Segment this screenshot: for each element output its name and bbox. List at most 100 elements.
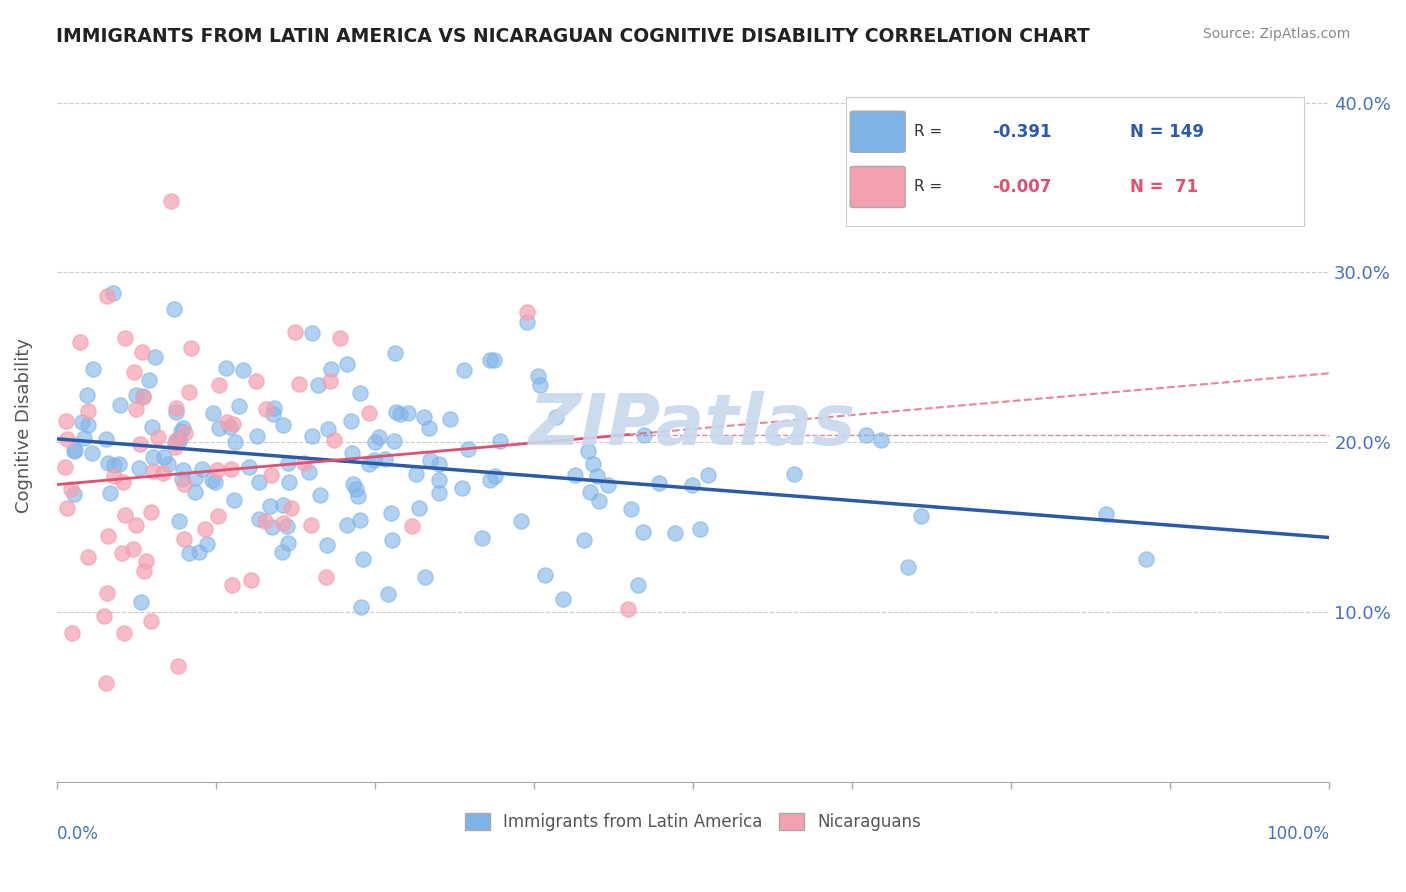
Immigrants from Latin America: [339, 414, 361, 428]
Nicaraguans: [114, 508, 136, 522]
Immigrants from Latin America: [128, 461, 150, 475]
Text: 100.0%: 100.0%: [1267, 825, 1329, 843]
Immigrants from Latin America: [184, 484, 207, 499]
Immigrants from Latin America: [94, 433, 117, 447]
Nicaraguans: [329, 331, 352, 345]
Immigrants from Latin America: [910, 509, 932, 524]
Immigrants from Latin America: [73, 431, 96, 445]
Nicaraguans: [165, 433, 187, 447]
Nicaraguans: [174, 425, 197, 440]
Immigrants from Latin America: [489, 434, 512, 448]
Immigrants from Latin America: [1135, 551, 1157, 566]
Immigrants from Latin America: [63, 486, 86, 500]
Nicaraguans: [401, 518, 423, 533]
Immigrants from Latin America: [627, 578, 650, 592]
Immigrants from Latin America: [70, 415, 93, 429]
Immigrants from Latin America: [222, 493, 245, 508]
Nicaraguans: [299, 517, 322, 532]
Immigrants from Latin America: [855, 427, 877, 442]
Immigrants from Latin America: [450, 481, 472, 495]
Nicaraguans: [139, 505, 162, 519]
Immigrants from Latin America: [388, 407, 411, 421]
Immigrants from Latin America: [527, 368, 550, 383]
Nicaraguans: [60, 482, 83, 496]
Nicaraguans: [166, 659, 188, 673]
Immigrants from Latin America: [315, 538, 337, 552]
Nicaraguans: [359, 406, 381, 420]
Nicaraguans: [221, 578, 243, 592]
Immigrants from Latin America: [382, 434, 405, 448]
Nicaraguans: [129, 437, 152, 451]
Nicaraguans: [135, 554, 157, 568]
Legend: Immigrants from Latin America, Nicaraguans: Immigrants from Latin America, Nicaragua…: [458, 806, 928, 838]
Immigrants from Latin America: [297, 465, 319, 479]
Nicaraguans: [254, 401, 277, 416]
Immigrants from Latin America: [278, 475, 301, 490]
Immigrants from Latin America: [336, 357, 359, 371]
Immigrants from Latin America: [408, 500, 430, 515]
Immigrants from Latin America: [101, 286, 124, 301]
Immigrants from Latin America: [167, 434, 190, 449]
Immigrants from Latin America: [697, 467, 720, 482]
Immigrants from Latin America: [342, 446, 364, 460]
Nicaraguans: [122, 541, 145, 556]
Immigrants from Latin America: [76, 417, 98, 432]
Immigrants from Latin America: [247, 475, 270, 489]
Immigrants from Latin America: [224, 434, 246, 449]
Immigrants from Latin America: [260, 519, 283, 533]
Nicaraguans: [260, 467, 283, 482]
Immigrants from Latin America: [1095, 507, 1118, 521]
Nicaraguans: [208, 378, 231, 392]
Immigrants from Latin America: [143, 350, 166, 364]
Immigrants from Latin America: [301, 429, 323, 443]
Immigrants from Latin America: [152, 450, 174, 464]
Nicaraguans: [152, 466, 174, 480]
Immigrants from Latin America: [262, 407, 284, 421]
Immigrants from Latin America: [364, 434, 387, 449]
Immigrants from Latin America: [195, 536, 218, 550]
Nicaraguans: [94, 676, 117, 690]
Text: 0.0%: 0.0%: [56, 825, 98, 843]
Nicaraguans: [322, 433, 344, 447]
Immigrants from Latin America: [125, 388, 148, 402]
Immigrants from Latin America: [381, 533, 404, 547]
Immigrants from Latin America: [141, 450, 163, 465]
Immigrants from Latin America: [620, 502, 643, 516]
Immigrants from Latin America: [510, 514, 533, 528]
Immigrants from Latin America: [208, 421, 231, 435]
Immigrants from Latin America: [277, 456, 299, 470]
Nicaraguans: [516, 305, 538, 319]
Immigrants from Latin America: [132, 389, 155, 403]
Immigrants from Latin America: [163, 301, 186, 316]
Immigrants from Latin America: [380, 506, 402, 520]
Immigrants from Latin America: [579, 485, 602, 500]
Immigrants from Latin America: [648, 476, 671, 491]
Nicaraguans: [194, 522, 217, 536]
Nicaraguans: [222, 417, 245, 432]
Immigrants from Latin America: [574, 533, 596, 547]
Nicaraguans: [271, 516, 294, 531]
Immigrants from Latin America: [664, 525, 686, 540]
Nicaraguans: [142, 464, 165, 478]
Nicaraguans: [315, 570, 337, 584]
Nicaraguans: [163, 441, 186, 455]
Immigrants from Latin America: [63, 443, 86, 458]
Immigrants from Latin America: [271, 498, 294, 512]
Immigrants from Latin America: [316, 422, 339, 436]
Immigrants from Latin America: [582, 457, 605, 471]
Nicaraguans: [292, 456, 315, 470]
Immigrants from Latin America: [419, 453, 441, 467]
Immigrants from Latin America: [172, 472, 194, 486]
Immigrants from Latin America: [170, 425, 193, 439]
Nicaraguans: [97, 528, 120, 542]
Nicaraguans: [62, 625, 84, 640]
Immigrants from Latin America: [138, 373, 160, 387]
Immigrants from Latin America: [352, 551, 374, 566]
Immigrants from Latin America: [82, 362, 104, 376]
Immigrants from Latin America: [309, 488, 332, 502]
Nicaraguans: [205, 463, 228, 477]
Immigrants from Latin America: [108, 398, 131, 412]
Immigrants from Latin America: [246, 429, 269, 443]
Nicaraguans: [148, 430, 170, 444]
Immigrants from Latin America: [277, 536, 299, 550]
